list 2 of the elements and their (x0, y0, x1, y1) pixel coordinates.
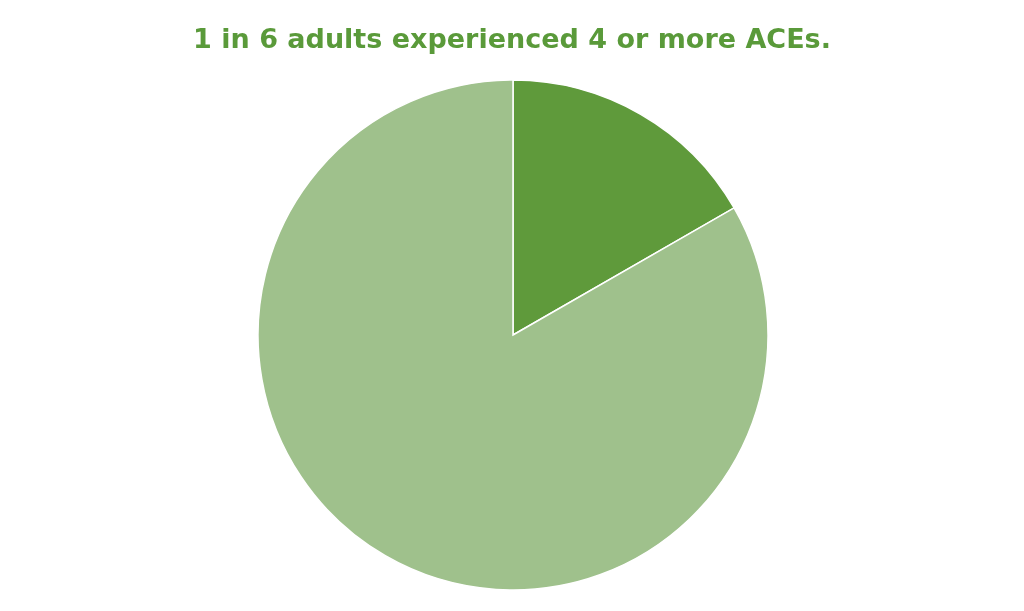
chart-title: 1 in 6 adults experienced 4 or more ACEs. (193, 23, 831, 54)
pie-slice (257, 79, 769, 591)
